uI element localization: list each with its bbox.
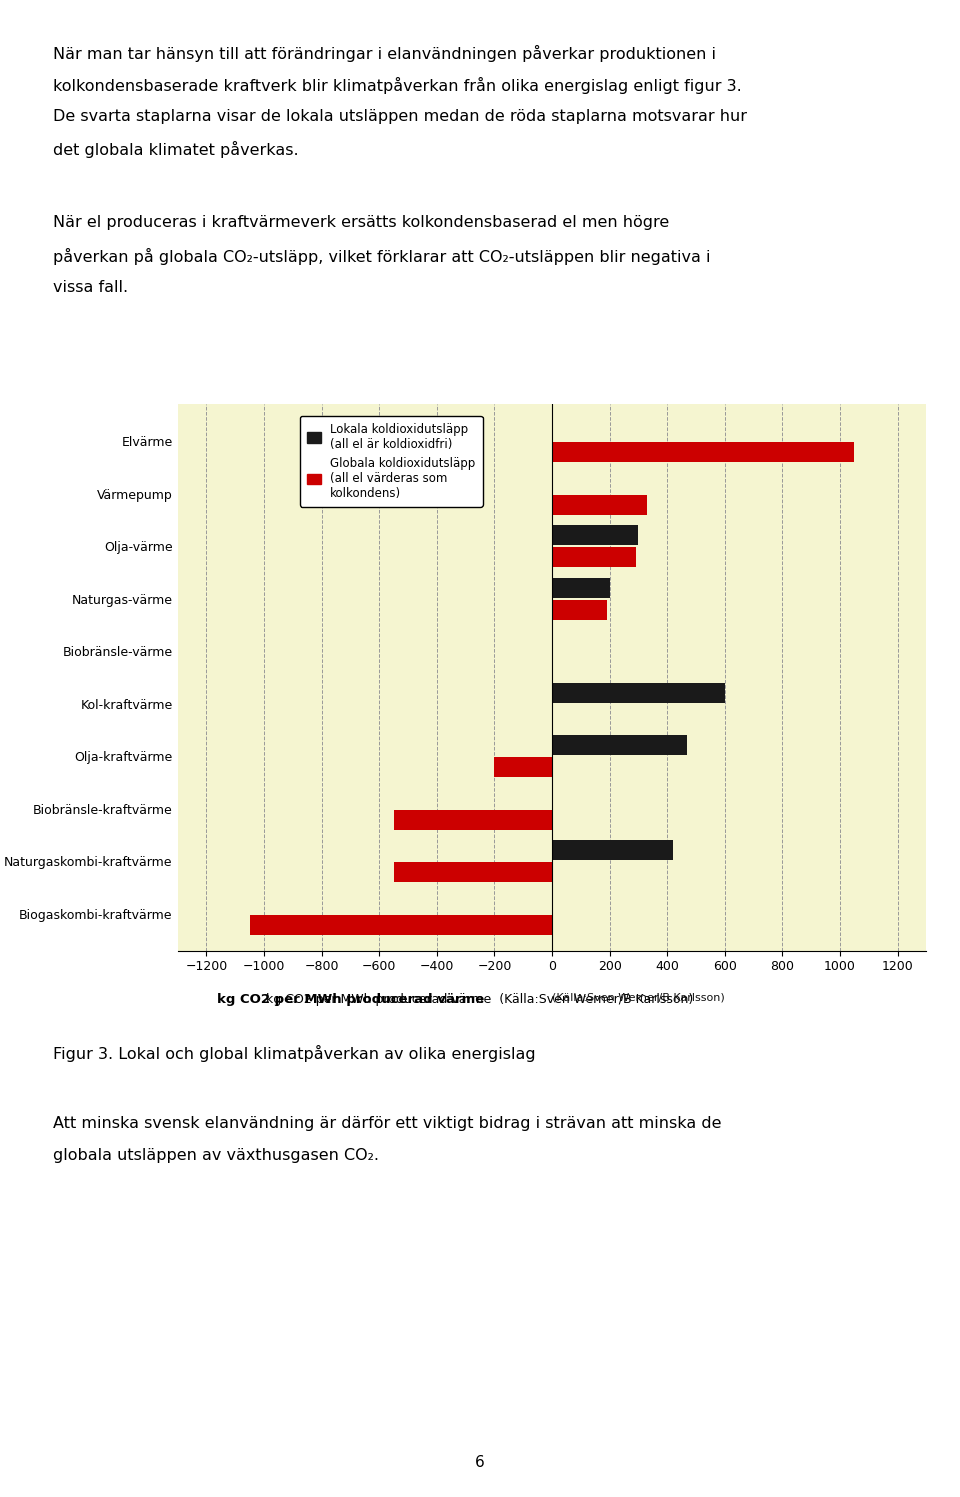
Bar <box>394 810 552 829</box>
Bar <box>250 915 552 934</box>
Bar <box>394 862 552 882</box>
Text: 6: 6 <box>475 1455 485 1470</box>
Text: påverkan på globala CO₂-utsläpp, vilket förklarar att CO₂-utsläppen blir negativ: påverkan på globala CO₂-utsläpp, vilket … <box>53 247 710 265</box>
Legend: Lokala koldioxidutsläpp
(all el är koldioxidfri), Globala koldioxidutsläpp
(all : Lokala koldioxidutsläpp (all el är koldi… <box>300 416 483 506</box>
Text: Att minska svensk elanvändning är därför ett viktigt bidrag i strävan att minska: Att minska svensk elanvändning är därför… <box>53 1115 721 1130</box>
Text: Figur 3. Lokal och global klimatpåverkan av olika energislag: Figur 3. Lokal och global klimatpåverkan… <box>53 1045 536 1061</box>
Bar <box>552 578 610 597</box>
Bar <box>552 840 673 861</box>
Bar <box>494 757 552 777</box>
Bar <box>552 525 638 545</box>
Text: kg CO2 per MWh producerad värme  (Källa:Sven Werner/B Karlsson): kg CO2 per MWh producerad värme (Källa:S… <box>266 993 694 1006</box>
Text: kg CO2 per MWh producerad värme: kg CO2 per MWh producerad värme <box>217 993 484 1006</box>
Text: De svarta staplarna visar de lokala utsläppen medan de röda staplarna motsvarar : De svarta staplarna visar de lokala utsl… <box>53 109 747 124</box>
Bar <box>552 442 854 463</box>
Bar <box>552 735 687 754</box>
Bar <box>552 683 725 702</box>
Text: vissa fall.: vissa fall. <box>53 280 128 295</box>
Text: globala utsläppen av växthusgasen CO₂.: globala utsläppen av växthusgasen CO₂. <box>53 1148 379 1163</box>
Text: (Källa:Sven Werner/B Karlsson): (Källa:Sven Werner/B Karlsson) <box>552 993 725 1003</box>
Bar <box>552 546 636 567</box>
Text: När el produceras i kraftvärmeverk ersätts kolkondensbaserad el men högre: När el produceras i kraftvärmeverk ersät… <box>53 216 669 231</box>
Text: kolkondensbaserade kraftverk blir klimatpåverkan från olika energislag enligt fi: kolkondensbaserade kraftverk blir klimat… <box>53 76 741 94</box>
Bar <box>552 600 607 620</box>
Text: det globala klimatet påverkas.: det globala klimatet påverkas. <box>53 141 299 159</box>
Bar <box>552 494 647 515</box>
Text: När man tar hänsyn till att förändringar i elanvändningen påverkar produktionen : När man tar hänsyn till att förändringar… <box>53 45 716 61</box>
